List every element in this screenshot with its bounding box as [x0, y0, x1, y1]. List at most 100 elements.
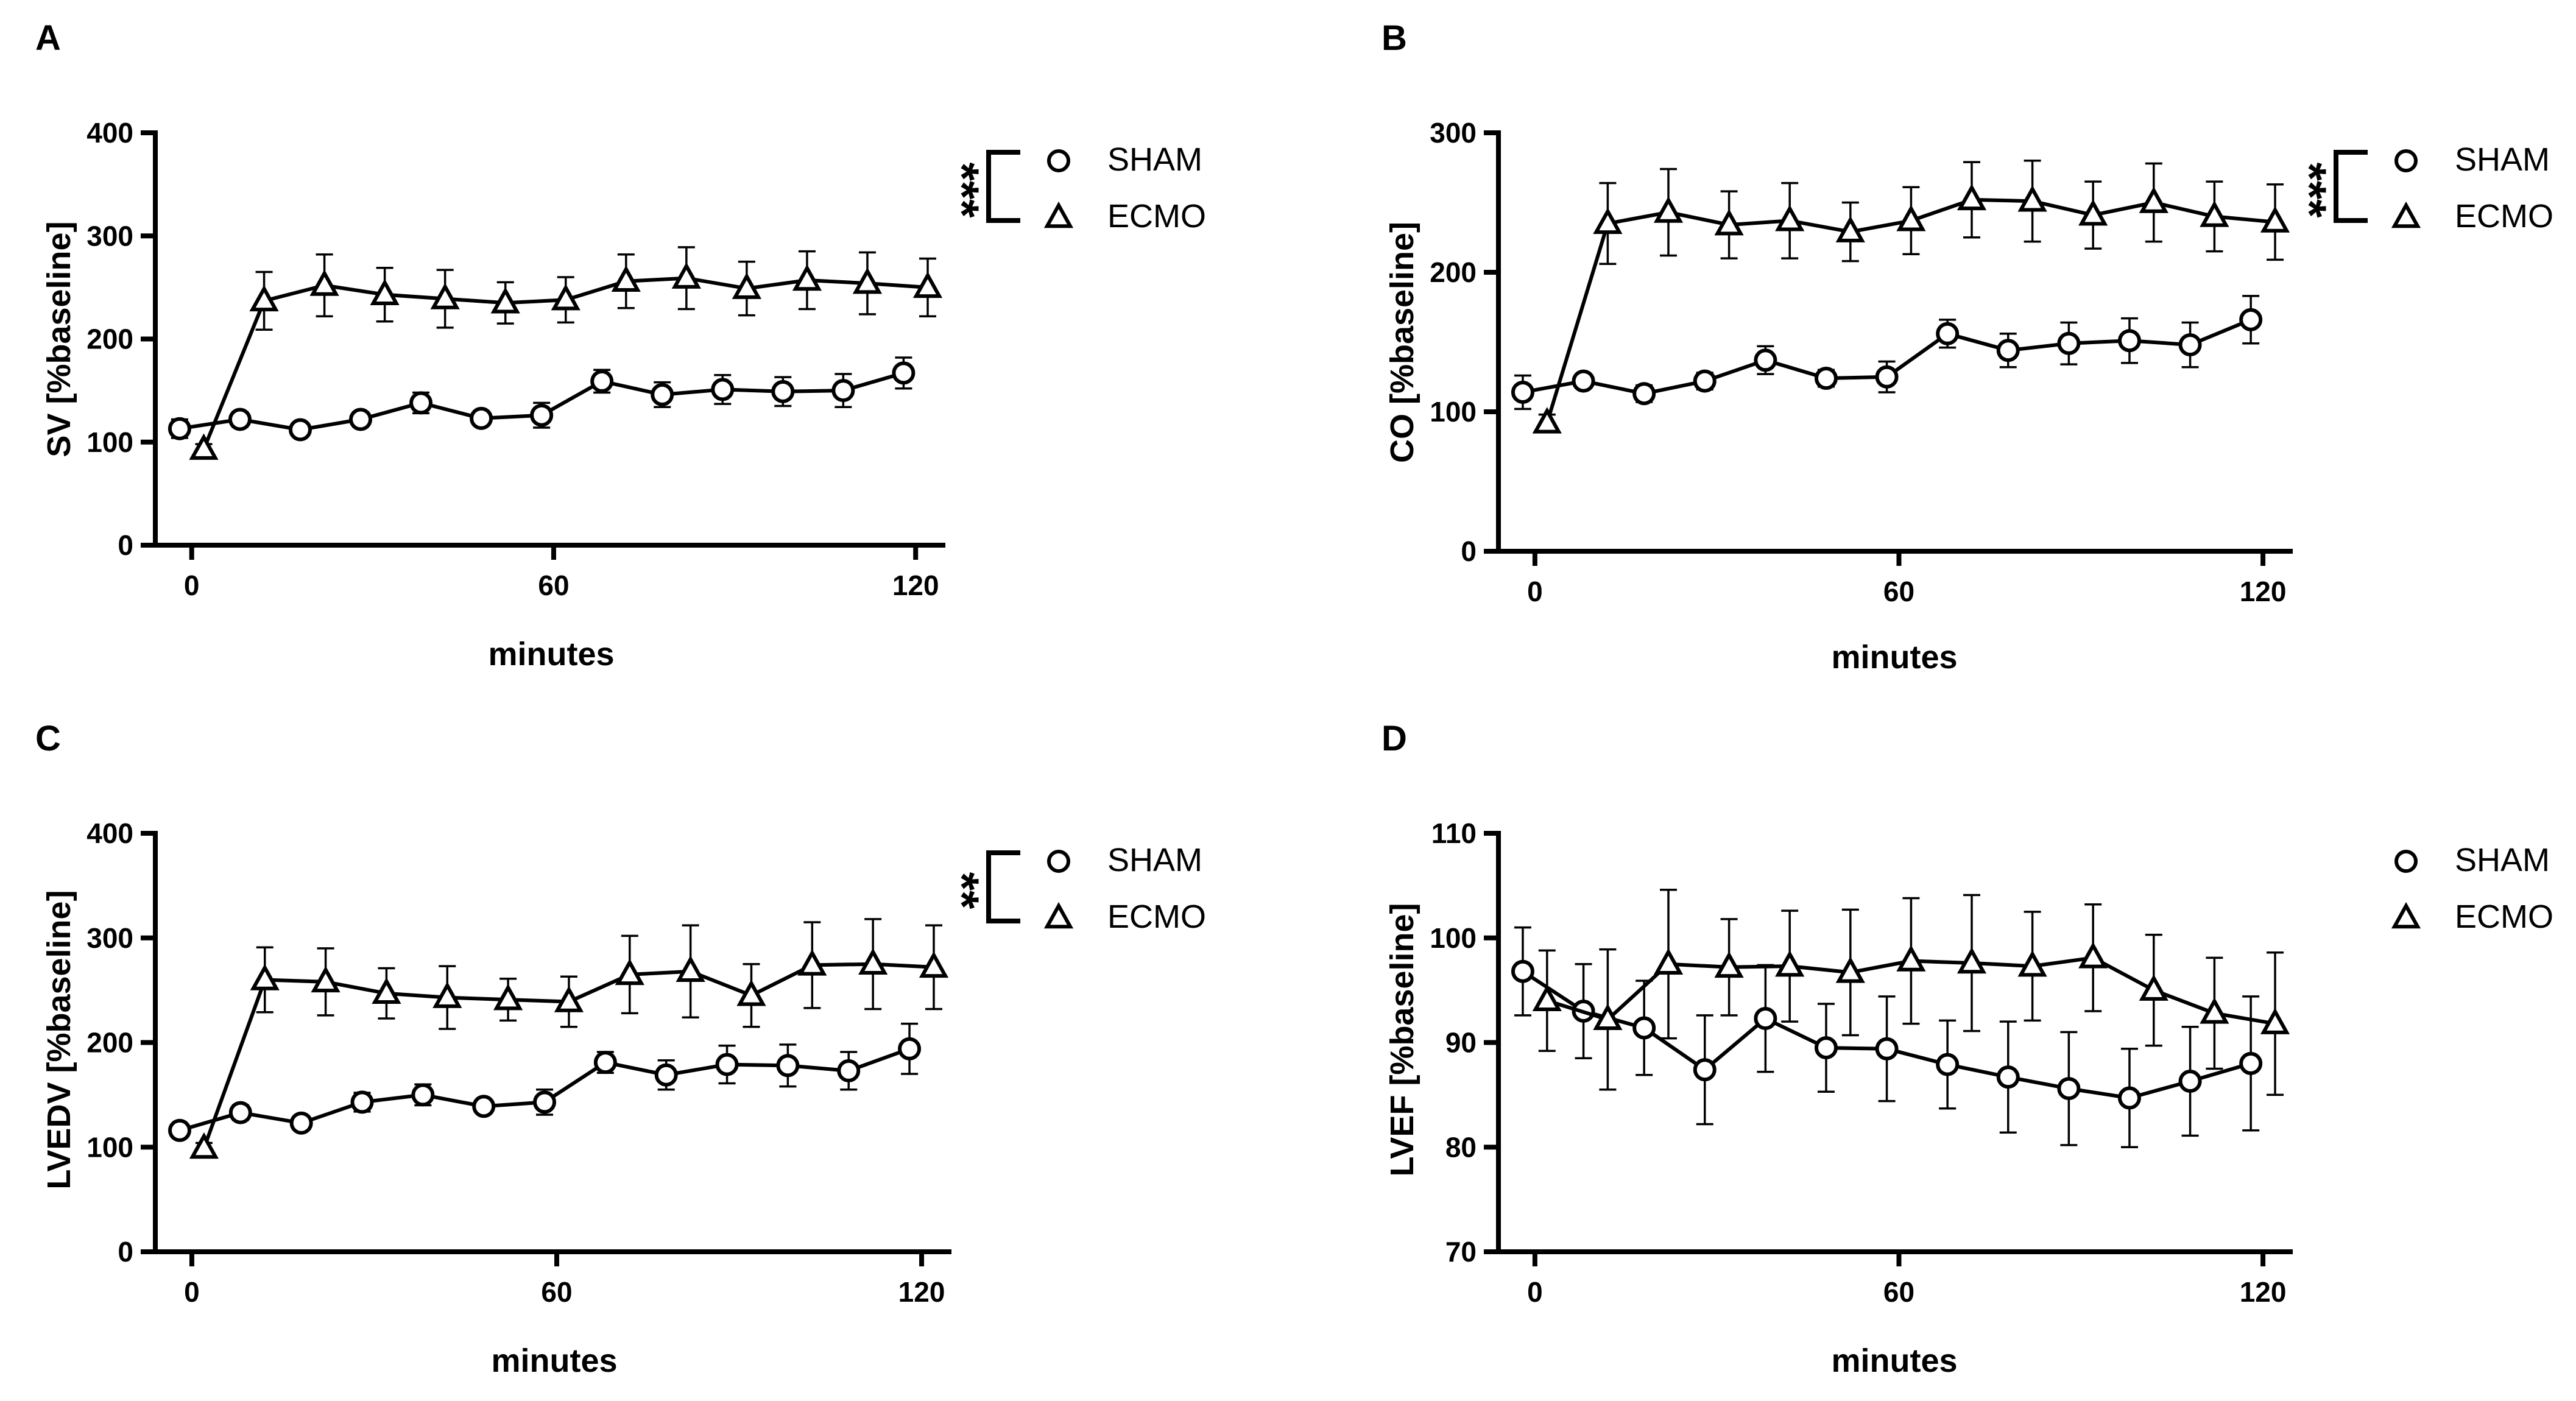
y-axis-title: LVEDV [%baseline]: [41, 890, 77, 1189]
significance-stars: **: [936, 872, 989, 909]
y-tick-label: 100: [86, 1131, 133, 1163]
y-tick-label: 200: [1430, 256, 1477, 288]
data-point-sham: [1936, 322, 1960, 345]
legend-marker-sham: [2394, 850, 2418, 873]
legend-marker-ecmo: [1043, 201, 1074, 228]
data-point-ecmo: [1957, 183, 1987, 211]
y-tick-label: 80: [1445, 1131, 1477, 1163]
data-point-sham: [289, 1111, 313, 1135]
x-axis-title: minutes: [491, 1343, 617, 1379]
data-point-sham: [472, 1095, 496, 1118]
data-point-sham: [776, 1054, 800, 1078]
panel-label: A: [35, 18, 61, 58]
x-tick-label: 60: [541, 1276, 572, 1308]
panel-c: C LVEDV [%baseline] minutes SHAM ECMO **…: [35, 719, 1206, 1379]
data-point-ecmo: [1896, 945, 1926, 972]
data-point-sham: [1996, 339, 2020, 362]
data-point-sham: [2117, 1086, 2141, 1110]
data-point-ecmo: [2017, 950, 2047, 977]
data-point-ecmo: [858, 948, 888, 975]
x-tick-label: 60: [538, 570, 569, 601]
data-point-sham: [411, 1083, 435, 1107]
legend-label-sham: SHAM: [1107, 141, 1202, 178]
data-point-sham: [651, 383, 674, 406]
data-point-sham: [1814, 367, 1838, 390]
data-point-ecmo: [1896, 205, 1926, 231]
data-point-ecmo: [792, 264, 822, 291]
panel-d: D LVEF [%baseline] minutes SHAM ECMO 70 8…: [1382, 719, 2553, 1379]
panel-a: A SV [%baseline] minutes SHAM ECMO *** 0…: [35, 18, 1206, 672]
data-point-sham: [409, 391, 433, 415]
data-point-ecmo: [797, 949, 827, 976]
y-tick-label: 0: [1461, 535, 1477, 567]
data-point-sham: [168, 1118, 191, 1142]
x-tick-label: 60: [1883, 1276, 1914, 1308]
data-point-sham: [2239, 308, 2263, 331]
data-point-sham: [1693, 369, 1717, 393]
data-point-ecmo: [551, 284, 580, 311]
panel-b: B CO [%baseline] minutes SHAM ECMO *** 0…: [1382, 18, 2553, 676]
y-tick-label: 100: [86, 426, 133, 458]
data-point-ecmo: [554, 986, 584, 1012]
data-point-sham: [2239, 1051, 2263, 1075]
data-point-ecmo: [2078, 199, 2108, 226]
y-tick-label: 300: [86, 220, 133, 252]
data-point-ecmo: [1593, 207, 1623, 235]
legend-marker-ecmo: [2391, 201, 2421, 228]
data-point-sham: [1996, 1065, 2020, 1089]
data-point-ecmo: [189, 1132, 219, 1159]
data-point-sham: [228, 1101, 252, 1124]
data-point-sham: [1693, 1058, 1717, 1082]
data-point-ecmo: [912, 271, 943, 298]
data-point-sham: [1511, 380, 1534, 404]
data-point-ecmo: [671, 262, 701, 289]
data-point-sham: [1572, 369, 1595, 393]
data-point-ecmo: [2017, 185, 2047, 212]
data-point-ecmo: [430, 283, 460, 309]
data-point-ecmo: [736, 979, 766, 1006]
data-point-sham: [1936, 1053, 1960, 1076]
y-axis-title: LVEF [%baseline]: [1384, 903, 1420, 1176]
data-point-sham: [168, 417, 191, 440]
data-point-sham: [2057, 1077, 2081, 1101]
data-point-ecmo: [249, 284, 279, 312]
significance-bracket: [2334, 150, 2368, 223]
data-point-sham: [288, 418, 312, 442]
significance-bracket: [986, 850, 1020, 923]
significance-stars: ***: [2283, 162, 2337, 218]
x-axis-title: minutes: [1831, 1343, 1957, 1379]
data-point-ecmo: [309, 269, 339, 296]
x-axis-title: minutes: [1831, 639, 1957, 676]
legend-marker-ecmo: [2391, 902, 2421, 929]
y-tick-label: 200: [86, 323, 133, 355]
data-point-ecmo: [1593, 1003, 1623, 1030]
y-tick-label: 90: [1445, 1027, 1477, 1059]
data-point-ecmo: [250, 964, 280, 990]
x-tick-label: 120: [2240, 576, 2287, 607]
data-point-ecmo: [1835, 216, 1865, 242]
data-point-sham: [593, 1051, 617, 1075]
data-point-sham: [2178, 1070, 2202, 1093]
data-point-ecmo: [919, 951, 949, 978]
data-point-ecmo: [1653, 948, 1684, 975]
y-axis-title: SV [%baseline]: [41, 221, 77, 457]
legend-marker-sham: [1047, 149, 1070, 172]
legend-label-sham: SHAM: [1107, 842, 1202, 878]
data-point-ecmo: [2139, 974, 2168, 1001]
data-point-ecmo: [1957, 947, 1987, 974]
y-tick-label: 200: [86, 1027, 133, 1059]
data-point-ecmo: [493, 983, 523, 1011]
y-tick-label: 400: [86, 817, 133, 849]
data-point-ecmo: [2200, 997, 2229, 1024]
legend-label-sham: SHAM: [2455, 141, 2550, 178]
data-point-ecmo: [370, 278, 400, 305]
data-point-sham: [715, 1053, 739, 1076]
data-point-ecmo: [372, 977, 401, 1004]
data-point-sham: [711, 378, 735, 401]
data-point-ecmo: [1835, 956, 1865, 983]
data-point-ecmo: [490, 287, 520, 314]
data-point-sham: [2178, 333, 2202, 357]
y-tick-label: 300: [1430, 117, 1477, 149]
data-point-sham: [2117, 329, 2141, 353]
